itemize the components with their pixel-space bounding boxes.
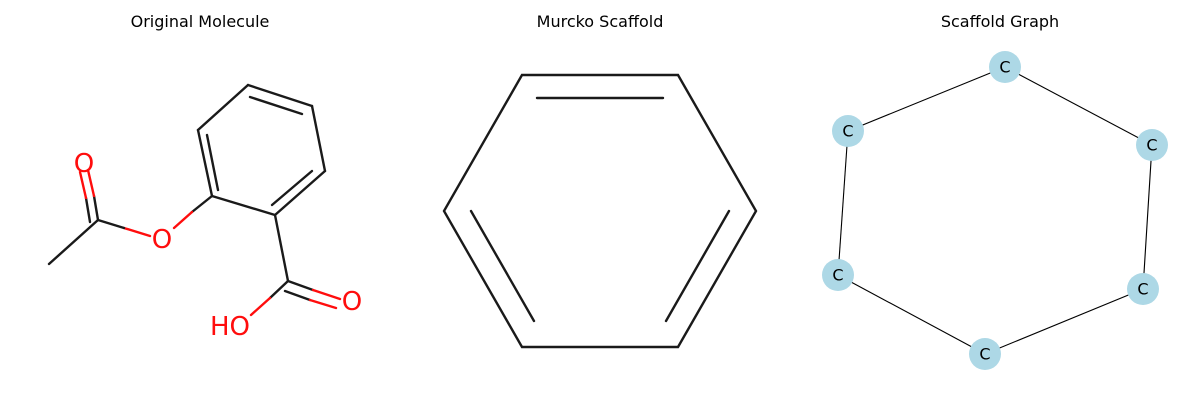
graph-node-circle: [969, 338, 1001, 370]
graph-node: C: [1127, 273, 1159, 305]
scaffold-graph: C C C C C C: [822, 51, 1168, 370]
ring-bond: [273, 169, 327, 217]
acid-co-bond: [286, 279, 315, 292]
graph-edges: [837, 66, 1153, 355]
ring-inner-bond: [469, 209, 536, 323]
scaffold-graph-title: Scaffold Graph: [940, 12, 1060, 31]
graph-node-label: C: [1146, 136, 1157, 155]
ring-inner-bond: [248, 95, 304, 116]
graph-node: C: [989, 51, 1021, 83]
acid-co-bond-red: [311, 288, 342, 301]
graph-edge: [837, 274, 986, 355]
graph-edge: [837, 130, 849, 276]
ring-inner-bond: [270, 169, 314, 207]
graph-node: C: [832, 115, 864, 147]
graph-node-label: C: [1137, 280, 1148, 299]
ring-bond: [310, 104, 327, 173]
graph-node-circle: [1127, 273, 1159, 305]
ring-bond: [196, 128, 214, 198]
graph-node: C: [822, 259, 854, 291]
acid-c-bond: [273, 213, 290, 283]
ring-o-bond: [190, 194, 214, 214]
original-molecule-title: Original Molecule: [130, 12, 270, 31]
graph-node-label: C: [979, 345, 990, 364]
graph-node-label: C: [842, 122, 853, 141]
graph-node-label: C: [832, 266, 843, 285]
graph-edge: [847, 66, 1006, 132]
carbonyl-oxygen-label: O: [74, 149, 94, 179]
murcko-scaffold-panel: Murcko Scaffold: [400, 0, 800, 400]
graph-node-label: C: [999, 58, 1010, 77]
graph-node-circle: [989, 51, 1021, 83]
carbonyl-bond: [92, 194, 100, 222]
ester-o-bond: [96, 218, 126, 230]
ring-o-bond-red: [172, 210, 194, 230]
graph-edge: [1142, 144, 1153, 290]
carbonyl-bond-red: [86, 168, 96, 198]
acid-co-bond: [283, 289, 312, 302]
carbonyl-bond: [84, 196, 92, 224]
graph-edge: [1004, 66, 1153, 146]
graph-node: C: [1136, 129, 1168, 161]
ester-oxygen-label: O: [152, 225, 172, 255]
hydroxyl-label: HO: [210, 312, 250, 342]
ring-bond: [246, 83, 314, 108]
graph-node-circle: [832, 115, 864, 147]
original-molecule-panel: Original Molecule O O O HO: [0, 0, 400, 400]
ring-bond: [210, 194, 277, 217]
graph-node: C: [969, 338, 1001, 370]
ring-bond: [196, 83, 250, 132]
benzene-ring: [442, 73, 758, 349]
murcko-scaffold-structure: [442, 73, 758, 349]
ester-o-bond-red: [122, 226, 152, 238]
acid-oh-bond-red: [249, 296, 272, 317]
graph-node-circle: [822, 259, 854, 291]
acid-co-bond-red: [308, 298, 338, 310]
graph-edge: [984, 288, 1144, 355]
murcko-scaffold-title: Murcko Scaffold: [536, 12, 664, 31]
carbonyl-bond-red: [78, 170, 88, 200]
original-molecule-structure: O O O HO: [47, 83, 362, 342]
ring-inner-bond: [205, 133, 220, 192]
scaffold-graph-panel: Scaffold Graph C C C C C: [800, 0, 1200, 400]
ring-inner-bond: [664, 209, 731, 323]
graph-node-circle: [1136, 129, 1168, 161]
acid-carbonyl-oxygen-label: O: [342, 287, 362, 317]
acid-oh-bond: [268, 279, 290, 300]
methyl-bond: [47, 218, 100, 266]
